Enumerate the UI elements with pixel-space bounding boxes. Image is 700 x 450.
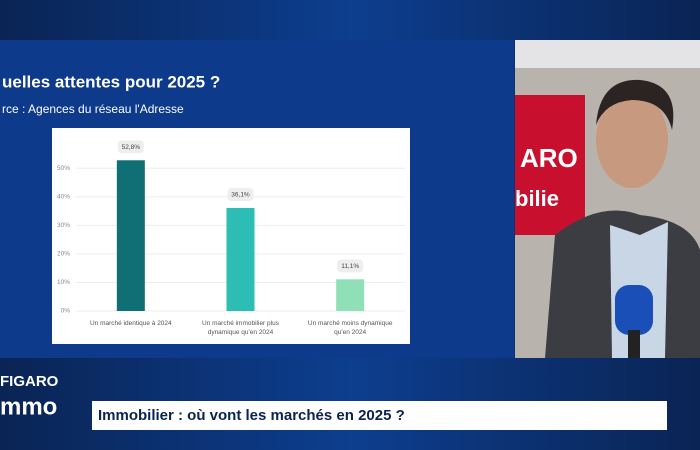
- chart-subtitle: rce : Agences du réseau l'Adresse: [2, 102, 184, 116]
- svg-text:ARO: ARO: [520, 143, 578, 173]
- logo-top: FIGARO: [0, 373, 59, 390]
- x-tick-label: Un marché immobilier plus dynamique qu'en…: [202, 320, 280, 336]
- plot: 0% 10% 20% 30% 40% 50% Un marché identique à 2…: [57, 140, 405, 336]
- y-tick-label: 10%: [57, 279, 70, 286]
- value-label-box: [227, 187, 254, 201]
- svg-text:bilie: bilie: [515, 186, 559, 211]
- banner-text: Immobilier : où vont les marchés en 2025…: [98, 407, 405, 424]
- bar: [336, 279, 365, 311]
- video: ARO bilie: [515, 40, 700, 358]
- banner-box: [92, 401, 667, 430]
- chart-title: uelles attentes pour 2025 ?: [2, 72, 220, 91]
- value-label-box: [337, 259, 364, 273]
- value-label-box: [117, 140, 144, 154]
- y-tick-label: 20%: [57, 251, 70, 258]
- logo-bottom: mmo: [0, 393, 57, 420]
- x-tick-label: Un marché moins dynamique qu'en 2024: [308, 320, 393, 336]
- value-label: 36,1%: [231, 192, 250, 199]
- x-tick-label: Un marché identique à 2024: [90, 320, 172, 327]
- value-label: 52,8%: [122, 144, 141, 151]
- y-tick-label: 0%: [61, 308, 71, 315]
- bar: [226, 207, 255, 311]
- y-tick-label: 50%: [57, 165, 70, 172]
- y-tick-label: 40%: [57, 194, 70, 201]
- value-label: 11,1%: [341, 263, 359, 270]
- bar: [116, 160, 145, 311]
- y-tick-label: 30%: [57, 222, 70, 229]
